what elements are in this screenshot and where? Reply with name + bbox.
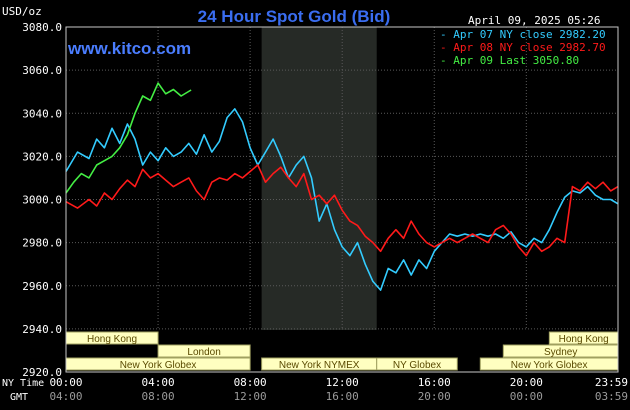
x-tick-label-ny: 04:00: [142, 376, 175, 389]
session-label: New York Globex: [120, 360, 197, 371]
website-watermark: www.kitco.com: [67, 39, 191, 58]
legend-entry: - Apr 08 NY close 2982.70: [440, 41, 606, 54]
cyan-series-line: [65, 108, 619, 291]
x-tick-label-ny: 20:00: [510, 376, 543, 389]
session-bar: [376, 357, 458, 371]
y-tick-label: 2960.0: [22, 280, 62, 293]
x-tick-label-gmt: 20:00: [418, 390, 451, 403]
x-tick-label-ny: 08:00: [234, 376, 267, 389]
green-series-line: [65, 82, 192, 194]
x-tick-label-gmt: 12:00: [234, 390, 267, 403]
red-series-line: [65, 164, 619, 257]
y-tick-label: 2920.0: [22, 366, 62, 379]
y-tick-label: 2980.0: [22, 237, 62, 250]
x-tick-label-ny: 23:59: [595, 376, 628, 389]
y-tick-label: 3000.0: [22, 194, 62, 207]
x-tick-label-gmt: 08:00: [142, 390, 175, 403]
session-bar: [157, 344, 251, 358]
session-label: New York NYMEX: [279, 360, 360, 371]
x-tick-label-gmt: 16:00: [326, 390, 359, 403]
x-tick-label-ny: 16:00: [418, 376, 451, 389]
session-label: Hong Kong: [87, 334, 137, 345]
y-tick-label: 3060.0: [22, 64, 62, 77]
y-tick-label: 3040.0: [22, 107, 62, 120]
y-tick-label: 3080.0: [22, 21, 62, 34]
chart-title: 24 Hour Spot Gold (Bid): [198, 7, 391, 26]
x-tick-label-gmt: 00:00: [510, 390, 543, 403]
x-tick-label-ny: 12:00: [326, 376, 359, 389]
x-tick-label-gmt: 03:59: [595, 390, 628, 403]
session-label: New York Globex: [511, 360, 588, 371]
x-tick-label-gmt: 04:00: [49, 390, 82, 403]
plot-frame: [65, 26, 619, 373]
session-label: Sydney: [544, 347, 577, 358]
y-tick-label: 2940.0: [22, 323, 62, 336]
legend-entry: - Apr 07 NY close 2982.20: [440, 28, 606, 41]
nymex-shaded-region: [261, 27, 377, 330]
x-axis-label-gmt: GMT: [10, 392, 28, 403]
y-tick-label: 3020.0: [22, 150, 62, 163]
datetime-label: April 09, 2025 05:26: [468, 14, 600, 27]
session-label: London: [187, 347, 220, 358]
x-axis-label-ny: NY Time: [2, 378, 44, 389]
session-label: NY Globex: [393, 360, 441, 371]
session-label: Hong Kong: [559, 334, 609, 345]
legend-entry: - Apr 09 Last 3050.80: [440, 54, 579, 67]
y-axis-unit-label: USD/oz: [2, 5, 42, 18]
x-tick-label-ny: 00:00: [49, 376, 82, 389]
